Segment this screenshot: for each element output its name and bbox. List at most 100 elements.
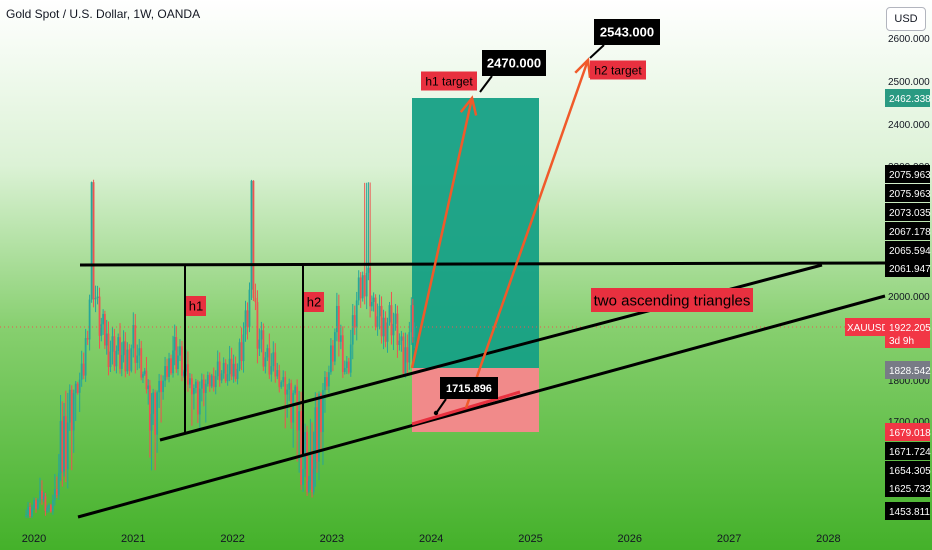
price-label-text: 1671.724 [889,447,931,458]
candle-body [113,336,116,367]
candle-body [166,366,168,377]
candle-body [214,376,217,388]
candle-body [39,490,41,500]
price-label-text: 2075.963 [889,189,931,200]
h1-target-label-text: h1 target [425,74,473,88]
h2-label: h2 [304,292,324,312]
callout-2470-text: 2470.000 [487,56,541,71]
x-tick-label: 2022 [220,533,244,545]
candle-body [198,388,201,415]
y-tick-label: 1800.000 [888,376,930,387]
candle-body [400,336,403,341]
candle-body [328,372,330,387]
x-tick-label: 2023 [320,533,344,545]
candle-body [355,300,358,328]
candle-body [183,371,185,376]
candle-body [162,380,164,393]
candle-body [262,330,265,367]
currency-button[interactable]: USD [886,7,926,31]
candle-body [42,496,45,500]
price-label: 1625.732 [885,479,931,497]
h2-projection-arrow-head [574,57,592,79]
candle-body [130,348,133,371]
candle-body [411,305,414,338]
candle-body [337,305,340,342]
candle-body [284,377,287,395]
candle-body [246,310,249,327]
price-label-bg [885,184,930,202]
chart-title: Gold Spot / U.S. Dollar, 1W, OANDA [6,7,201,21]
candle-body [120,355,123,369]
candle-body [53,489,56,501]
candle-body [410,305,413,333]
callout-2543: 2543.000 [594,19,660,45]
callout-2543-pointer [589,44,605,59]
price-label-text: 1828.542 [889,366,931,377]
profit-zone [412,98,539,368]
candle-body [276,370,279,377]
candle-body [390,305,393,336]
candle-body [406,347,409,363]
candle-body [78,379,81,393]
candle-body [119,337,121,369]
candle-body [175,337,178,370]
candle-body [138,348,141,356]
candle-body [357,277,360,301]
price-label-bg [885,89,930,107]
candle-body [90,182,93,300]
h1-target-label-bg [421,71,477,91]
price-label: 1679.018 [885,423,931,441]
candle-body [282,377,285,383]
price-label-bg [885,165,930,183]
callout-2470: 2470.000 [482,50,546,76]
candle-body [70,389,73,431]
price-label: 2075.963 [885,184,931,202]
h2-label-bg [304,292,324,312]
candle-body [187,364,189,385]
candle-body [107,333,110,368]
candle-body [298,411,301,431]
candle-body [152,392,155,414]
price-label: 1654.305 [885,461,931,479]
candle-body [378,305,381,317]
candle-body [280,382,283,388]
candle-body [264,357,267,367]
candle-body [248,289,251,327]
candle-body [388,305,391,323]
candle-body [46,508,49,511]
candle-body [142,374,144,378]
candle-body [132,325,135,349]
candle-body [72,393,75,431]
price-label-bg [885,461,930,479]
candle-body [208,374,211,387]
y-tick-label: 2400.000 [888,120,930,131]
x-tick-label: 2025 [518,533,542,545]
candle-body [168,358,170,377]
candle-body [326,377,328,387]
price-label-bg [885,203,930,221]
candle-body [80,363,83,380]
candle-body [230,358,233,377]
h1-label-text: h1 [189,299,203,314]
candle-body [311,453,313,492]
candle-body [413,327,416,338]
candle-body [222,362,225,374]
candle-body [206,374,209,384]
candle-body [361,275,364,299]
candle-body [59,421,62,474]
candle-body [76,383,79,393]
x-tick-label: 2024 [419,533,443,545]
last-price-countdown: 3d 9h [889,336,914,347]
candle-body [370,301,373,307]
h1-label-bg [186,296,206,316]
candle-body [61,421,64,472]
candle-body [202,379,205,393]
candle-body [363,275,366,297]
candle-body [365,272,368,297]
candle-body [372,297,375,302]
candle-body [86,338,89,340]
candle-body [154,392,157,435]
candle-body [254,297,257,303]
candle-body [236,368,239,379]
